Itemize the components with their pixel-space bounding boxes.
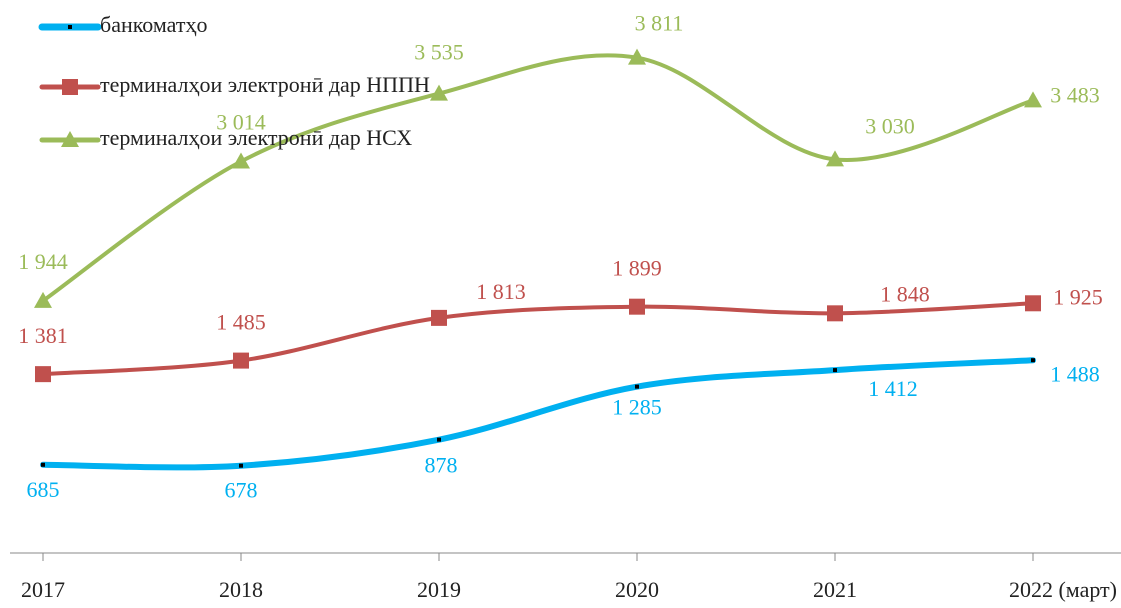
x-tick-label: 2021 (813, 577, 857, 602)
marker (430, 84, 448, 101)
marker (1025, 295, 1041, 312)
line (40, 357, 1036, 471)
marker (437, 437, 441, 442)
data-label: 1 412 (868, 376, 918, 401)
data-label: 1 488 (1050, 361, 1100, 386)
legend-label: терминалҳои электронӣ дар НППН (100, 72, 430, 97)
marker (628, 48, 646, 65)
marker (431, 309, 447, 326)
line (41, 53, 1035, 303)
x-tick-label: 2020 (615, 577, 659, 602)
x-tick-label: 2018 (219, 577, 263, 602)
data-label: 685 (27, 477, 60, 502)
marker (833, 368, 837, 373)
data-label: 1 381 (18, 323, 68, 348)
marker (233, 352, 249, 369)
data-label: 3 811 (635, 11, 684, 36)
data-label: 1 899 (612, 256, 662, 281)
data-label: 3 014 (216, 110, 266, 135)
marker (62, 79, 78, 95)
marker (1031, 358, 1035, 363)
marker (61, 131, 79, 147)
x-tick-label: 2022 (март) (1009, 577, 1117, 602)
marker (239, 463, 243, 468)
marker (629, 298, 645, 315)
marker (827, 305, 843, 322)
marker (41, 462, 45, 467)
x-tick-label: 2019 (417, 577, 461, 602)
marker (34, 291, 52, 308)
marker (232, 152, 250, 169)
data-label: 678 (225, 478, 258, 503)
data-label: 1 813 (476, 279, 526, 304)
marker (35, 366, 51, 383)
legend-label: терминалҳои электронӣ дар НСХ (100, 125, 412, 150)
data-label: 3 535 (414, 40, 464, 65)
legend-label: банкоматҳо (100, 12, 207, 37)
line (41, 301, 1035, 377)
x-tick-label: 2017 (21, 577, 65, 602)
marker (635, 384, 639, 389)
marker (826, 150, 844, 167)
data-label: 1 285 (612, 395, 662, 420)
data-label: 3 483 (1050, 82, 1100, 107)
data-label: 878 (425, 453, 458, 478)
data-label: 1 944 (18, 249, 68, 274)
data-label: 1 925 (1053, 284, 1103, 309)
data-label: 1 848 (880, 281, 930, 306)
data-label: 1 485 (216, 310, 266, 335)
data-label: 3 030 (865, 113, 915, 138)
marker (1024, 91, 1042, 108)
marker (68, 25, 72, 29)
